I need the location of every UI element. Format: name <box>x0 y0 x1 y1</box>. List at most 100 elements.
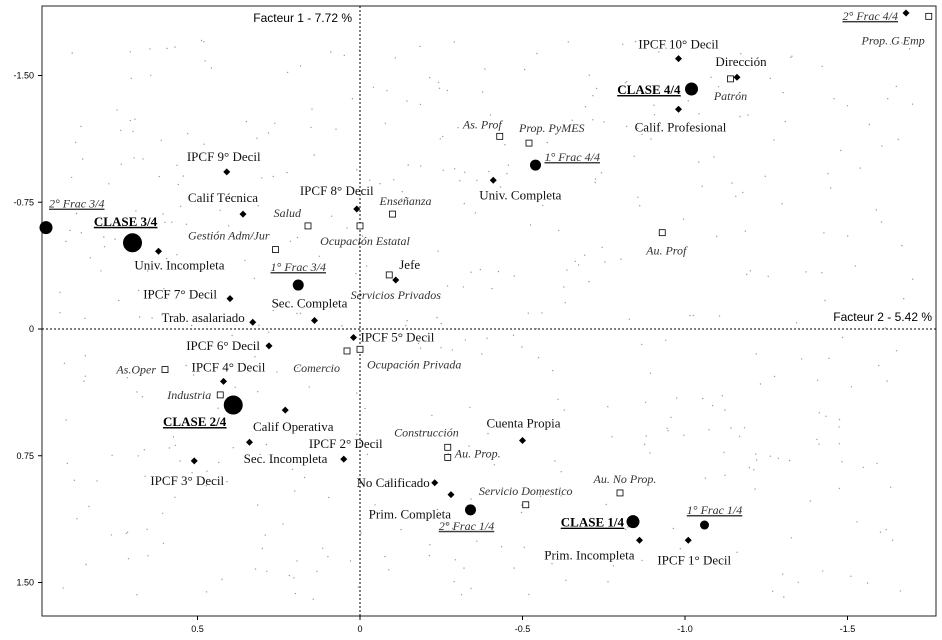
background-dot <box>84 375 87 377</box>
background-dot <box>885 528 887 531</box>
background-dot <box>584 106 587 108</box>
background-dot <box>85 563 87 566</box>
background-dot <box>611 436 613 438</box>
background-dot <box>75 212 78 215</box>
background-dot <box>838 426 840 428</box>
point-label: Calif. Profesional <box>635 119 727 134</box>
background-dot <box>420 165 422 167</box>
background-dot <box>127 558 130 560</box>
background-dot <box>190 324 193 327</box>
square-marker <box>356 345 364 353</box>
background-dot <box>911 103 914 105</box>
diamond-marker <box>220 377 227 385</box>
background-dot <box>600 172 603 174</box>
background-dot <box>65 419 67 421</box>
background-dot <box>294 490 296 492</box>
background-dot <box>470 587 472 590</box>
background-dot <box>594 181 596 184</box>
point-label: IPCF 7° Decil <box>143 287 217 302</box>
background-dot <box>179 460 181 462</box>
square-marker <box>216 391 224 399</box>
background-dot <box>203 41 205 43</box>
background-dot <box>141 217 144 219</box>
background-dot <box>446 285 449 287</box>
background-dot <box>266 570 268 572</box>
background-dot <box>428 431 430 434</box>
background-dot <box>743 427 746 429</box>
background-dot <box>899 590 901 592</box>
background-dot <box>176 164 178 167</box>
background-dot <box>463 567 465 569</box>
background-dot <box>689 314 691 317</box>
background-dot <box>245 120 248 123</box>
background-dot <box>716 235 718 238</box>
y-tick-label: 0 <box>29 324 34 334</box>
background-dot <box>736 551 738 553</box>
background-dot <box>405 324 407 327</box>
background-dot <box>103 236 105 238</box>
background-dot <box>592 119 594 121</box>
background-dot <box>293 577 295 579</box>
background-dot <box>528 593 530 596</box>
background-dot <box>541 312 543 314</box>
background-dot <box>470 498 472 500</box>
background-dot <box>876 40 878 42</box>
diamond-marker <box>519 437 526 445</box>
circle-marker <box>223 395 243 415</box>
background-dot <box>129 51 131 53</box>
background-dot <box>129 119 131 122</box>
background-dot <box>110 534 113 536</box>
background-dot <box>710 76 712 79</box>
background-dot <box>504 144 506 146</box>
background-dot <box>88 505 90 508</box>
background-dot <box>372 86 375 89</box>
background-dot <box>463 202 465 205</box>
background-dot <box>313 154 315 156</box>
background-dot <box>903 298 905 300</box>
background-dot <box>868 123 870 126</box>
background-dot <box>753 469 755 471</box>
background-dot <box>666 427 668 429</box>
background-dot <box>401 191 403 193</box>
background-dot <box>327 555 329 558</box>
chart-point: As. Prof <box>462 117 503 140</box>
background-dot <box>773 139 775 141</box>
background-dot <box>487 432 489 435</box>
background-dot <box>488 170 490 173</box>
background-dot <box>759 383 762 385</box>
background-dot <box>698 161 700 163</box>
background-dot <box>389 482 391 484</box>
background-dot <box>564 302 566 304</box>
circle-marker <box>292 279 304 291</box>
background-dot <box>125 532 128 535</box>
background-dots <box>59 39 914 600</box>
background-dot <box>299 312 302 315</box>
background-dot <box>364 407 366 410</box>
background-dot <box>747 114 749 116</box>
diamond-marker <box>353 205 361 213</box>
background-dot <box>394 57 397 59</box>
background-dot <box>535 328 538 330</box>
background-dot <box>174 46 176 48</box>
point-label: Dirección <box>715 54 767 69</box>
background-dot <box>83 380 85 382</box>
background-dot <box>675 397 678 399</box>
background-dot <box>187 133 189 135</box>
chart-point: CLASE 1/4 <box>560 515 640 530</box>
point-label: IPCF 10° Decil <box>638 37 719 52</box>
background-dot <box>735 195 737 197</box>
background-dot <box>816 438 818 441</box>
point-label: 2° Frac 1/4 <box>439 519 494 533</box>
chart-point: No Calificado <box>356 475 439 490</box>
background-dot <box>244 259 246 262</box>
background-dot <box>59 291 61 293</box>
background-dot <box>257 391 259 393</box>
background-dot <box>346 227 348 229</box>
background-dot <box>679 548 681 550</box>
chart-point: CLASE 4/4 <box>617 82 698 97</box>
background-dot <box>876 462 878 465</box>
background-dot <box>59 312 61 314</box>
background-dot <box>163 288 165 290</box>
diamond-marker <box>246 438 253 446</box>
background-dot <box>682 218 685 220</box>
